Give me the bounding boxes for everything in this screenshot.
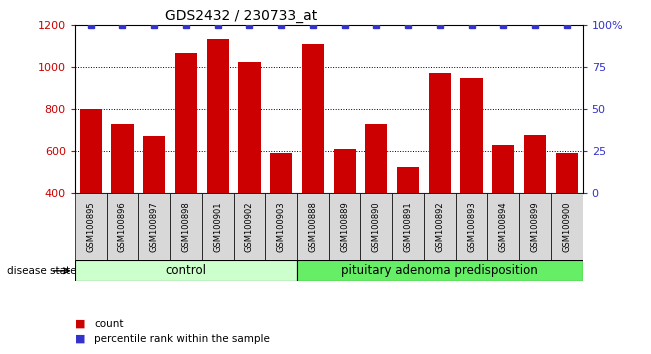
Bar xyxy=(79,109,102,193)
Bar xyxy=(234,193,266,260)
Bar xyxy=(139,193,170,260)
Text: GSM100889: GSM100889 xyxy=(340,201,349,252)
Bar xyxy=(75,193,107,260)
Bar xyxy=(392,193,424,260)
Text: ■: ■ xyxy=(75,319,85,329)
Text: GSM100898: GSM100898 xyxy=(182,201,191,252)
Bar xyxy=(551,193,583,260)
Text: GSM100896: GSM100896 xyxy=(118,201,127,252)
Text: GSM100888: GSM100888 xyxy=(309,201,318,252)
Bar xyxy=(488,193,519,260)
Bar xyxy=(519,193,551,260)
Bar xyxy=(266,193,297,260)
Text: ■: ■ xyxy=(75,334,85,344)
Bar xyxy=(302,44,324,193)
Text: GSM100897: GSM100897 xyxy=(150,201,159,252)
Bar xyxy=(329,193,361,260)
Text: GSM100899: GSM100899 xyxy=(531,201,540,252)
Text: GSM100895: GSM100895 xyxy=(86,201,95,252)
Bar xyxy=(424,193,456,260)
Text: control: control xyxy=(165,264,206,277)
Bar xyxy=(202,193,234,260)
Text: GSM100901: GSM100901 xyxy=(213,201,222,252)
Text: GSM100894: GSM100894 xyxy=(499,201,508,252)
Text: GSM100890: GSM100890 xyxy=(372,201,381,252)
Bar xyxy=(107,193,138,260)
Bar xyxy=(238,62,260,193)
Text: count: count xyxy=(94,319,124,329)
Text: disease state: disease state xyxy=(7,266,76,276)
Bar xyxy=(111,124,133,193)
Bar xyxy=(456,193,488,260)
Text: percentile rank within the sample: percentile rank within the sample xyxy=(94,334,270,344)
Text: GDS2432 / 230733_at: GDS2432 / 230733_at xyxy=(165,9,317,23)
Text: GSM100900: GSM100900 xyxy=(562,201,572,252)
Bar xyxy=(361,193,392,260)
Bar xyxy=(75,260,297,281)
Bar xyxy=(365,124,387,193)
Bar xyxy=(492,144,514,193)
Bar xyxy=(333,149,355,193)
Text: GSM100902: GSM100902 xyxy=(245,201,254,252)
Bar xyxy=(460,78,482,193)
Text: GSM100903: GSM100903 xyxy=(277,201,286,252)
Text: GSM100892: GSM100892 xyxy=(436,201,445,252)
Bar xyxy=(556,153,578,193)
Bar xyxy=(170,193,202,260)
Text: pituitary adenoma predisposition: pituitary adenoma predisposition xyxy=(342,264,538,277)
Bar xyxy=(206,40,229,193)
Bar xyxy=(297,260,583,281)
Text: GSM100893: GSM100893 xyxy=(467,201,476,252)
Bar xyxy=(143,136,165,193)
Bar xyxy=(429,73,451,193)
Bar xyxy=(297,193,329,260)
Bar xyxy=(175,53,197,193)
Text: GSM100891: GSM100891 xyxy=(404,201,413,252)
Bar xyxy=(270,153,292,193)
Bar xyxy=(397,167,419,193)
Bar xyxy=(524,135,546,193)
